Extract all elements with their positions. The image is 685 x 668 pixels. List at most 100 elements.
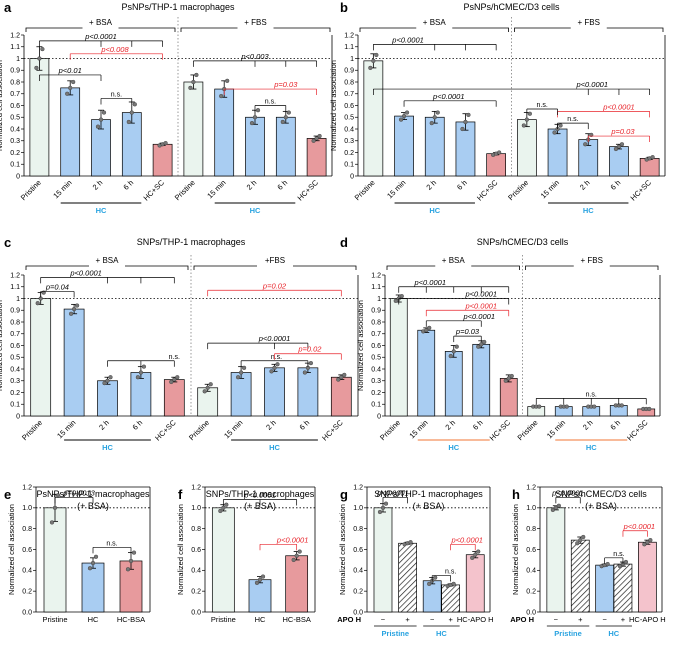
y-axis-label: Normalized cell association (338, 504, 347, 595)
significance-label: p<0.0001 (376, 488, 409, 497)
significance-label: n.s. (271, 354, 282, 361)
data-point (308, 361, 313, 366)
y-tick-label: 1.2 (22, 484, 32, 491)
data-point (314, 136, 319, 141)
hc-group-label: HC (96, 206, 107, 215)
panel-label: c (4, 235, 11, 250)
bar (609, 146, 629, 177)
x-tick-label: 6 h (609, 178, 623, 192)
hc-group-label: HC (250, 206, 261, 215)
y-tick-label: 0 (350, 173, 354, 180)
data-point (98, 117, 104, 122)
data-point (55, 493, 61, 498)
bar (516, 119, 537, 177)
y-tick-label: 1.2 (526, 484, 536, 491)
data-point (129, 110, 134, 115)
data-point (527, 111, 532, 116)
significance-label: p<0.01 (58, 66, 82, 75)
y-tick-label: 1.2 (10, 32, 20, 39)
significance-label: p=0.0013 (62, 488, 95, 497)
y-tick-label: 0.2 (353, 589, 363, 596)
data-point (37, 56, 42, 61)
data-point (617, 564, 623, 569)
y-tick-label: 0.5 (371, 355, 381, 362)
data-point (371, 58, 376, 63)
data-point (260, 574, 266, 579)
chart-title: PsNPs/hCMEC/D3 cells (463, 2, 560, 12)
data-point (424, 328, 429, 333)
y-tick-label: 0.9 (10, 68, 20, 75)
x-tick-label: 6 h (121, 178, 135, 192)
group-label-bg (257, 260, 293, 270)
hc-group-label: HC (102, 443, 113, 452)
bar (214, 88, 235, 177)
data-point (650, 155, 655, 160)
data-point (283, 115, 288, 120)
x-tick-label: Pristine (42, 615, 67, 624)
data-point (575, 541, 580, 546)
data-point (218, 508, 223, 514)
bar (275, 116, 296, 177)
data-point (93, 554, 99, 559)
y-axis-label: Normalized cell association (356, 300, 365, 391)
data-point (521, 123, 526, 128)
bar (417, 329, 436, 417)
significance-label: p<0.0001 (623, 522, 656, 531)
data-point (550, 507, 555, 513)
data-point (68, 85, 73, 90)
data-point (451, 581, 456, 586)
y-tick-label: 0.4 (344, 126, 354, 133)
significance-label: p<0.0001 (69, 268, 102, 277)
significance-label: p<0.0001 (465, 301, 498, 310)
y-tick-label: 1.2 (344, 32, 354, 39)
panel-h: h SNPs/hCMEC/D3 cells (+ BSA) 0.0 0.2 0.4 0.6 0… (510, 484, 665, 638)
bar (245, 116, 265, 177)
bar (163, 379, 185, 417)
group-label: + FBS (578, 18, 600, 27)
bar (97, 380, 118, 417)
data-point (339, 375, 344, 380)
significance-label: p=0.02 (297, 345, 322, 354)
data-point (399, 294, 404, 299)
hc-group-label: HC (448, 443, 459, 452)
x-tick-label: HC+SC (488, 418, 513, 443)
significance-label: p<0.0001 (276, 535, 309, 544)
data-point (40, 46, 45, 52)
bar (264, 367, 285, 417)
x-tick-label: HC+SC (629, 178, 654, 203)
x-tick-label: Pristine (173, 178, 197, 202)
y-tick-label: 0.1 (10, 402, 20, 409)
bar (152, 143, 173, 177)
significance-label: n.s. (537, 102, 548, 109)
significance-label: n.s. (169, 354, 180, 361)
y-tick-label: 0.6 (526, 547, 536, 554)
y-tick-label: 0.8 (10, 319, 20, 326)
data-point (476, 549, 481, 554)
data-point (49, 520, 55, 525)
bar (230, 372, 252, 417)
y-tick-label: 0.8 (371, 319, 381, 326)
hc-group-label: HC (429, 206, 440, 215)
data-point (191, 79, 196, 85)
data-point (65, 91, 70, 96)
x-tick-label: 2 h (264, 418, 278, 432)
data-point (503, 378, 508, 383)
y-tick-label: 0.6 (191, 547, 201, 554)
y-tick-label: 0.2 (10, 150, 20, 157)
x-tick-label: 6 h (471, 418, 485, 432)
x-tick-label: 15 min (51, 178, 73, 200)
y-tick-label: 0.0 (353, 609, 363, 616)
data-point (556, 503, 561, 508)
bar (595, 564, 615, 613)
x-tick-label: Pristine (353, 178, 377, 202)
y-tick-label: 0.0 (191, 609, 201, 616)
panel-c: c SNPs/THP-1 macrophages 0 0.1 0.2 0.3 0.4 0.5 0… (0, 235, 359, 452)
bar (197, 387, 219, 417)
chart-title: PsNPs/THP-1 macrophages (36, 489, 150, 499)
bar (570, 539, 590, 613)
data-point (433, 575, 438, 580)
bar (297, 367, 319, 417)
data-point (524, 117, 529, 122)
bar (639, 158, 660, 177)
bar (130, 372, 152, 417)
